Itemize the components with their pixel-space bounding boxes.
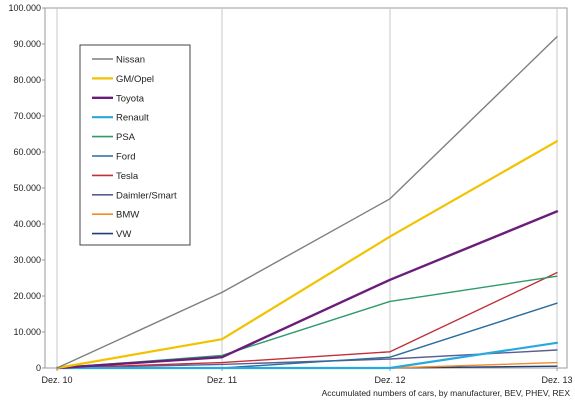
y-tick-label: 50.000 [13, 183, 41, 193]
series-line-renault [55, 341, 559, 370]
legend-label: Ford [116, 152, 136, 163]
legend-label: Toyota [116, 93, 145, 104]
legend: Nissan GM/Opel Toyota Renault PSA Ford Tesla Da… [79, 44, 191, 246]
y-tick-label: 30.000 [13, 255, 41, 265]
x-tick-label: Dez. 11 [207, 375, 237, 385]
y-axis-ticks: 0 10.000 20.000 30.000 40.000 50.000 60.000 70.… [8, 3, 45, 373]
x-axis-caption: Accumulated numbers of cars, by manufact… [322, 388, 571, 398]
legend-label: Tesla [116, 171, 139, 182]
series-line-ford [56, 302, 558, 369]
y-tick-label: 70.000 [13, 111, 41, 121]
y-tick-label: 80.000 [13, 75, 41, 85]
series-line-gm-opel [55, 140, 559, 370]
y-tick-label: 20.000 [13, 291, 41, 301]
y-tick-label: 100.000 [8, 3, 41, 13]
x-tick-label: Dez. 10 [41, 375, 72, 385]
x-tick-label: Dez. 12 [374, 375, 405, 385]
y-tick-label: 40.000 [13, 219, 41, 229]
legend-label: BMW [116, 210, 139, 221]
series-line-toyota [55, 210, 559, 370]
legend-label: PSA [116, 132, 136, 143]
series-line-nissan [56, 36, 558, 369]
x-axis-ticks: Dez. 10 Dez. 11 Dez. 12 Dez. 13 [41, 368, 573, 385]
legend-label: Nissan [116, 55, 145, 66]
y-tick-label: 60.000 [13, 147, 41, 157]
legend-label: GM/Opel [116, 74, 154, 85]
legend-label: VW [116, 229, 131, 240]
y-tick-label: 0 [36, 363, 41, 373]
legend-label: Renault [116, 113, 149, 124]
legend-label: Daimler/Smart [116, 190, 177, 201]
series-lines [55, 36, 559, 370]
grid-lines [56, 8, 558, 368]
y-tick-label: 10.000 [13, 327, 41, 337]
series-line-tesla [56, 271, 558, 369]
y-tick-label: 90.000 [13, 39, 41, 49]
x-tick-label: Dez. 13 [541, 375, 572, 385]
